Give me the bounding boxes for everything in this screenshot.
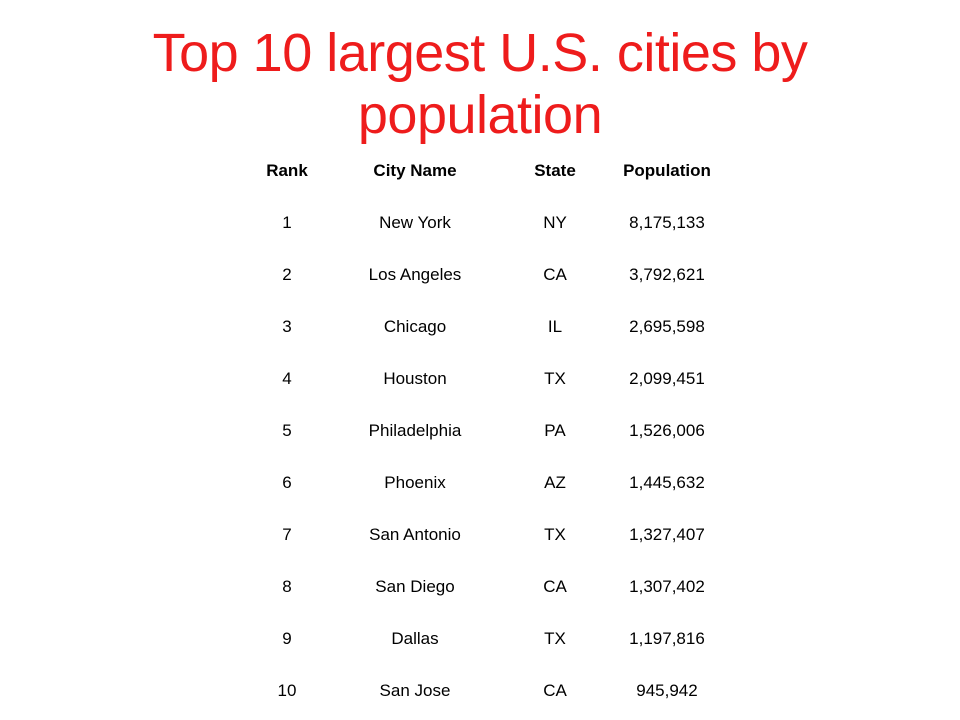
state-cell: AZ xyxy=(544,473,566,492)
table-row: 1 New York NY 8,175,133 xyxy=(248,197,728,249)
state-cell: NY xyxy=(543,213,567,232)
city-cell: Phoenix xyxy=(384,473,446,492)
state-cell: TX xyxy=(544,525,566,544)
rank-cell: 9 xyxy=(282,629,292,648)
city-cell: Philadelphia xyxy=(368,421,462,440)
city-cell: San Antonio xyxy=(369,525,461,544)
rank-cell: 3 xyxy=(282,317,292,336)
rank-cell: 1 xyxy=(282,213,292,232)
rank-cell: 10 xyxy=(277,681,297,700)
city-cell: San Diego xyxy=(375,577,455,596)
population-cell: 1,197,816 xyxy=(629,629,705,648)
city-cell: Los Angeles xyxy=(368,265,462,284)
state-cell: CA xyxy=(543,265,567,284)
rank-cell: 6 xyxy=(282,473,292,492)
population-cell: 1,307,402 xyxy=(629,577,705,596)
header-rank: Rank xyxy=(266,161,308,180)
table-row: 2 Los Angeles CA 3,792,621 xyxy=(248,249,728,301)
state-cell: CA xyxy=(543,681,567,700)
rank-cell: 4 xyxy=(282,369,292,388)
table-row: 4 Houston TX 2,099,451 xyxy=(248,353,728,405)
header-population: Population xyxy=(623,161,711,180)
state-cell: CA xyxy=(543,577,567,596)
table-row: 9 Dallas TX 1,197,816 xyxy=(248,613,728,665)
table-row: 10 San Jose CA 945,942 xyxy=(248,665,728,717)
table-row: 8 San Diego CA 1,307,402 xyxy=(248,561,728,613)
state-cell: IL xyxy=(547,317,563,336)
city-cell: San Jose xyxy=(379,681,451,700)
population-cell: 8,175,133 xyxy=(629,213,705,232)
state-cell: PA xyxy=(544,421,566,440)
population-cell: 2,695,598 xyxy=(629,317,705,336)
population-cell: 1,445,632 xyxy=(629,473,705,492)
population-cell: 2,099,451 xyxy=(629,369,705,388)
table-row: 6 Phoenix AZ 1,445,632 xyxy=(248,457,728,509)
population-cell: 945,942 xyxy=(636,681,698,700)
population-cell: 1,327,407 xyxy=(629,525,705,544)
state-cell: TX xyxy=(544,369,566,388)
rank-cell: 2 xyxy=(282,265,292,284)
city-cell: Houston xyxy=(383,369,447,388)
rank-cell: 5 xyxy=(282,421,292,440)
table-header-row: Rank City Name State Population xyxy=(248,145,728,197)
table-row: 5 Philadelphia PA 1,526,006 xyxy=(248,405,728,457)
slide-title: Top 10 largest U.S. cities by population xyxy=(152,23,808,145)
city-cell: Chicago xyxy=(383,317,447,336)
state-cell: TX xyxy=(544,629,566,648)
cities-table: Rank City Name State Population 1 New Yo… xyxy=(248,145,728,717)
rank-cell: 8 xyxy=(282,577,292,596)
city-cell: New York xyxy=(379,213,451,232)
city-cell: Dallas xyxy=(391,629,439,648)
table-row: 7 San Antonio TX 1,327,407 xyxy=(248,509,728,561)
rank-cell: 7 xyxy=(282,525,292,544)
population-cell: 3,792,621 xyxy=(629,265,705,284)
table-row: 3 Chicago IL 2,695,598 xyxy=(248,301,728,353)
header-state: State xyxy=(534,161,576,180)
population-cell: 1,526,006 xyxy=(629,421,705,440)
header-city-name: City Name xyxy=(373,161,457,180)
